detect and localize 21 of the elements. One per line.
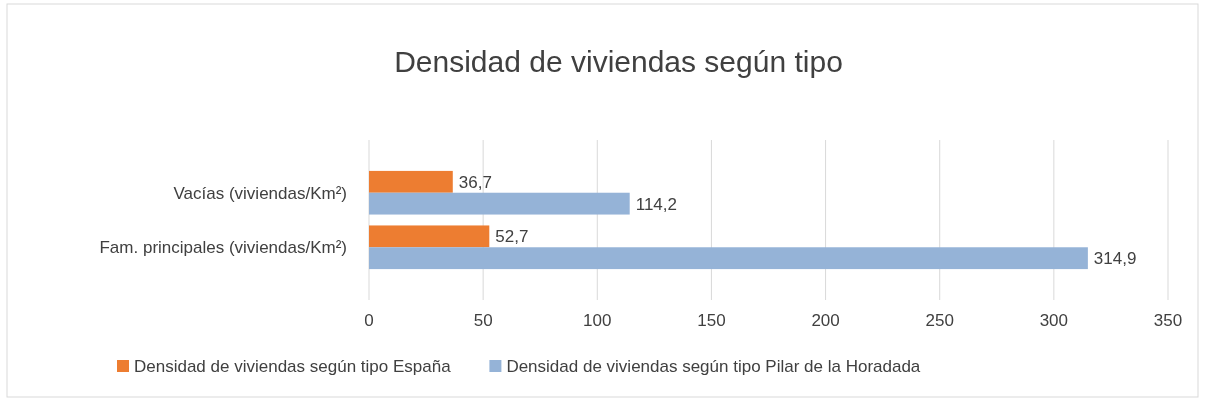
y-tick-label: Fam. principales (viviendas/Km²) — [99, 238, 347, 258]
bar — [369, 170, 453, 193]
bar — [369, 247, 1088, 270]
x-tick-label: 100 — [583, 311, 612, 330]
data-label: 36,7 — [458, 172, 492, 192]
data-label: 314,9 — [1093, 249, 1137, 269]
legend-label: Densidad de viviendas según tipo Pilar de la Horadada — [506, 357, 921, 376]
x-tick-label: 300 — [1039, 311, 1069, 330]
x-tick-label: 250 — [925, 311, 954, 330]
y-tick-label: Vacías (viviendas/Km²) — [173, 183, 347, 203]
data-label: 114,2 — [635, 194, 677, 214]
bar — [369, 225, 490, 248]
bar — [369, 192, 630, 215]
x-tick-label: 150 — [697, 311, 726, 330]
legend-label: Densidad de viviendas según tipo España — [134, 357, 452, 376]
data-label: 52,7 — [495, 227, 529, 247]
chart-title: Densidad de viviendas según tipo — [394, 45, 843, 78]
x-tick-label: 350 — [1153, 311, 1183, 330]
x-tick-label: 0 — [364, 311, 374, 330]
x-tick-label: 50 — [473, 311, 493, 330]
x-tick-label: 200 — [811, 311, 840, 330]
